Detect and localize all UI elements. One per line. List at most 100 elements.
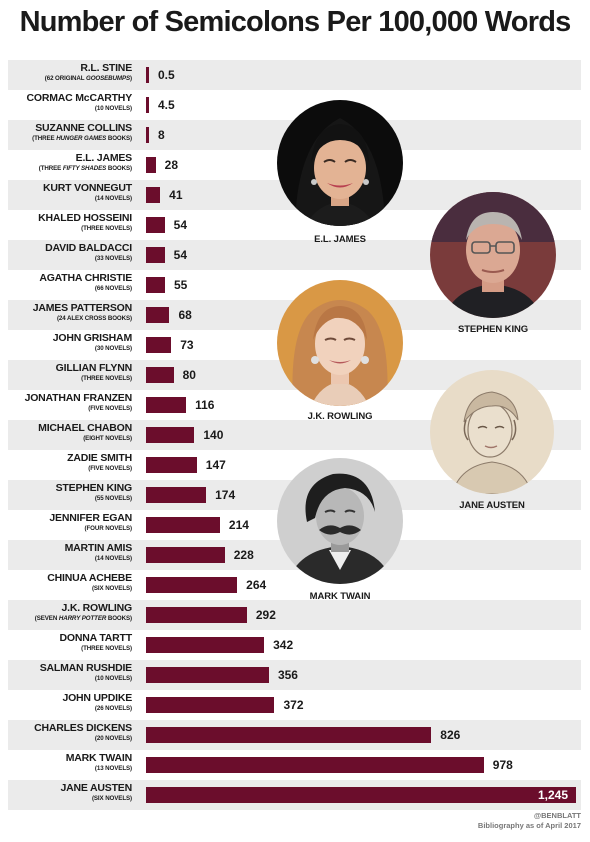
bar — [146, 367, 174, 383]
bar-label: JAMES PATTERSON (24 ALEX CROSS BOOKS) — [8, 303, 132, 322]
bar-label: JOHN UPDIKE (26 NOVELS) — [8, 693, 132, 712]
bar — [146, 607, 247, 623]
author-works: (THREE HUNGER GAMES BOOKS) — [8, 134, 132, 142]
author-works: (SEVEN HARRY POTTER BOOKS) — [8, 614, 132, 622]
credit-handle: @BENBLATT — [533, 811, 581, 820]
bar-label: MICHAEL CHABON (EIGHT NOVELS) — [8, 423, 132, 442]
bar — [146, 277, 165, 293]
bar — [146, 577, 238, 593]
author-works: (THREE FIFTY SHADES BOOKS) — [8, 164, 132, 172]
bar-label: DAVID BALDACCI (33 NOVELS) — [8, 243, 132, 262]
bar-label: E.L. JAMES (THREE FIFTY SHADES BOOKS) — [8, 153, 132, 172]
bar-value-label: 342 — [273, 638, 294, 652]
author-name: JOHN UPDIKE — [62, 692, 132, 704]
bar-value-label: 54 — [173, 218, 187, 232]
author-name: SALMAN RUSHDIE — [39, 662, 132, 674]
bar-value-label: 55 — [173, 278, 188, 292]
author-name: CHARLES DICKENS — [34, 722, 132, 734]
author-works: (66 NOVELS) — [8, 284, 132, 292]
author-works-text: (13 NOVELS) — [94, 764, 132, 772]
author-name: MICHAEL CHABON — [38, 422, 132, 434]
bar-label: AGATHA CHRISTIE (66 NOVELS) — [8, 273, 132, 292]
author-works: (13 NOVELS) — [8, 764, 132, 772]
stephen-king-label: STEPHEN KING — [457, 324, 529, 335]
author-works-text: (FIVE NOVELS) — [88, 464, 132, 472]
bar-value-label: 228 — [233, 548, 254, 562]
bar-value-label: 41 — [169, 188, 183, 202]
author-works-text: (14 NOVELS) — [94, 194, 132, 202]
bar — [146, 697, 275, 713]
bar-row: KHALED HOSSEINI (THREE NOVELS) 54 — [8, 210, 581, 240]
author-works-text: (SEVEN — [34, 614, 59, 622]
bar-value-label: 356 — [277, 668, 298, 682]
bar-row: SALMAN RUSHDIE (10 NOVELS) 356 — [8, 660, 581, 690]
author-works-text: (26 NOVELS) — [94, 704, 132, 712]
author-works: (FOUR NOVELS) — [8, 524, 132, 532]
author-works-text: (EIGHT NOVELS) — [83, 434, 132, 442]
bar-label: JOHN GRISHAM (30 NOVELS) — [8, 333, 132, 352]
bar-value-label: 54 — [173, 248, 187, 262]
bar-value-label: 116 — [195, 398, 215, 412]
author-works-text: ) — [130, 74, 132, 82]
author-name: KHALED HOSSEINI — [38, 212, 132, 224]
bar-label: MARTIN AMIS (14 NOVELS) — [8, 543, 133, 562]
bar-label: MARK TWAIN (13 NOVELS) — [8, 753, 132, 772]
author-works-text: (FOUR NOVELS) — [84, 524, 132, 532]
bar-value-label: 80 — [182, 368, 196, 382]
bar-row: CHINUA ACHEBE (SIX NOVELS) 264 — [8, 570, 581, 600]
author-name: J.K. ROWLING — [61, 602, 132, 614]
author-works: (14 NOVELS) — [8, 194, 132, 202]
bar — [146, 397, 187, 413]
bar — [146, 427, 195, 443]
bar — [146, 67, 149, 83]
bar-row: JOHN GRISHAM (30 NOVELS) 73 — [8, 330, 581, 360]
bar — [146, 727, 432, 743]
author-works: (SIX NOVELS) — [8, 794, 132, 802]
bar-label: ZADIE SMITH (FIVE NOVELS) — [8, 453, 132, 472]
bar-row: AGATHA CHRISTIE (66 NOVELS) 55 — [8, 270, 581, 300]
author-name: JOHN GRISHAM — [52, 332, 132, 344]
jane-austen-portrait — [430, 370, 554, 494]
author-works: (24 ALEX CROSS BOOKS) — [8, 315, 132, 322]
bar-label: SUZANNE COLLINS (THREE HUNGER GAMES BOOKS… — [8, 123, 132, 142]
author-name: MARK TWAIN — [65, 752, 132, 764]
author-works-text: BOOKS) — [106, 134, 132, 142]
bar-value-label: 1,245 — [537, 788, 568, 802]
author-works-text: (30 NOVELS) — [94, 344, 132, 352]
bar-label: GILLIAN FLYNN (THREE NOVELS) — [8, 363, 133, 382]
author-works: (14 NOVELS) — [8, 554, 132, 562]
bar-row: JENNIFER EGAN (FOUR NOVELS) 214 — [8, 510, 581, 540]
bar-label: R.L. STINE (62 ORIGINAL GOOSEBUMPS) — [8, 63, 132, 82]
bar-row: JANE AUSTEN (SIX NOVELS) 1,245 — [8, 780, 581, 810]
bar — [146, 247, 165, 263]
bar-row: R.L. STINE (62 ORIGINAL GOOSEBUMPS) 0.5 — [8, 60, 581, 90]
author-name: DONNA TARTT — [59, 632, 133, 644]
author-works: (62 ORIGINAL GOOSEBUMPS) — [8, 74, 132, 82]
author-works: (10 NOVELS) — [8, 105, 132, 112]
author-works: (THREE NOVELS) — [8, 645, 132, 652]
author-works-text: (FIVE NOVELS) — [88, 404, 132, 412]
bar-row: J.K. ROWLING (SEVEN HARRY POTTER BOOKS) 29… — [8, 600, 581, 630]
author-works-text: (SIX NOVELS) — [91, 584, 132, 592]
bar — [146, 457, 197, 473]
bar — [146, 97, 149, 113]
bar-value-label: 8 — [158, 128, 165, 142]
author-works-text: (14 NOVELS) — [94, 554, 132, 562]
credit-note: Bibliography as of April 2017 — [477, 821, 581, 830]
author-works-text: BOOKS) — [106, 164, 132, 172]
author-works-text: (33 NOVELS) — [94, 254, 132, 262]
bar-row: CHARLES DICKENS (20 NOVELS) 826 — [8, 720, 581, 750]
author-works-text: (66 NOVELS) — [94, 284, 132, 292]
bar-value-label: 826 — [440, 728, 461, 742]
author-works-text: (SIX NOVELS) — [91, 794, 132, 802]
bar-value-label: 73 — [180, 338, 194, 352]
author-works-text: (62 ORIGINAL — [44, 74, 86, 82]
author-name: JONATHAN FRANZEN — [24, 392, 133, 404]
author-works: (30 NOVELS) — [8, 344, 132, 352]
author-works: (THREE NOVELS) — [8, 375, 132, 382]
author-name: KURT VONNEGUT — [43, 182, 132, 194]
bar — [146, 217, 165, 233]
jk-rowling-label: J.K. ROWLING — [307, 411, 373, 422]
bar-value-label: 372 — [283, 698, 304, 712]
bar-value-label: 4.5 — [158, 98, 175, 112]
